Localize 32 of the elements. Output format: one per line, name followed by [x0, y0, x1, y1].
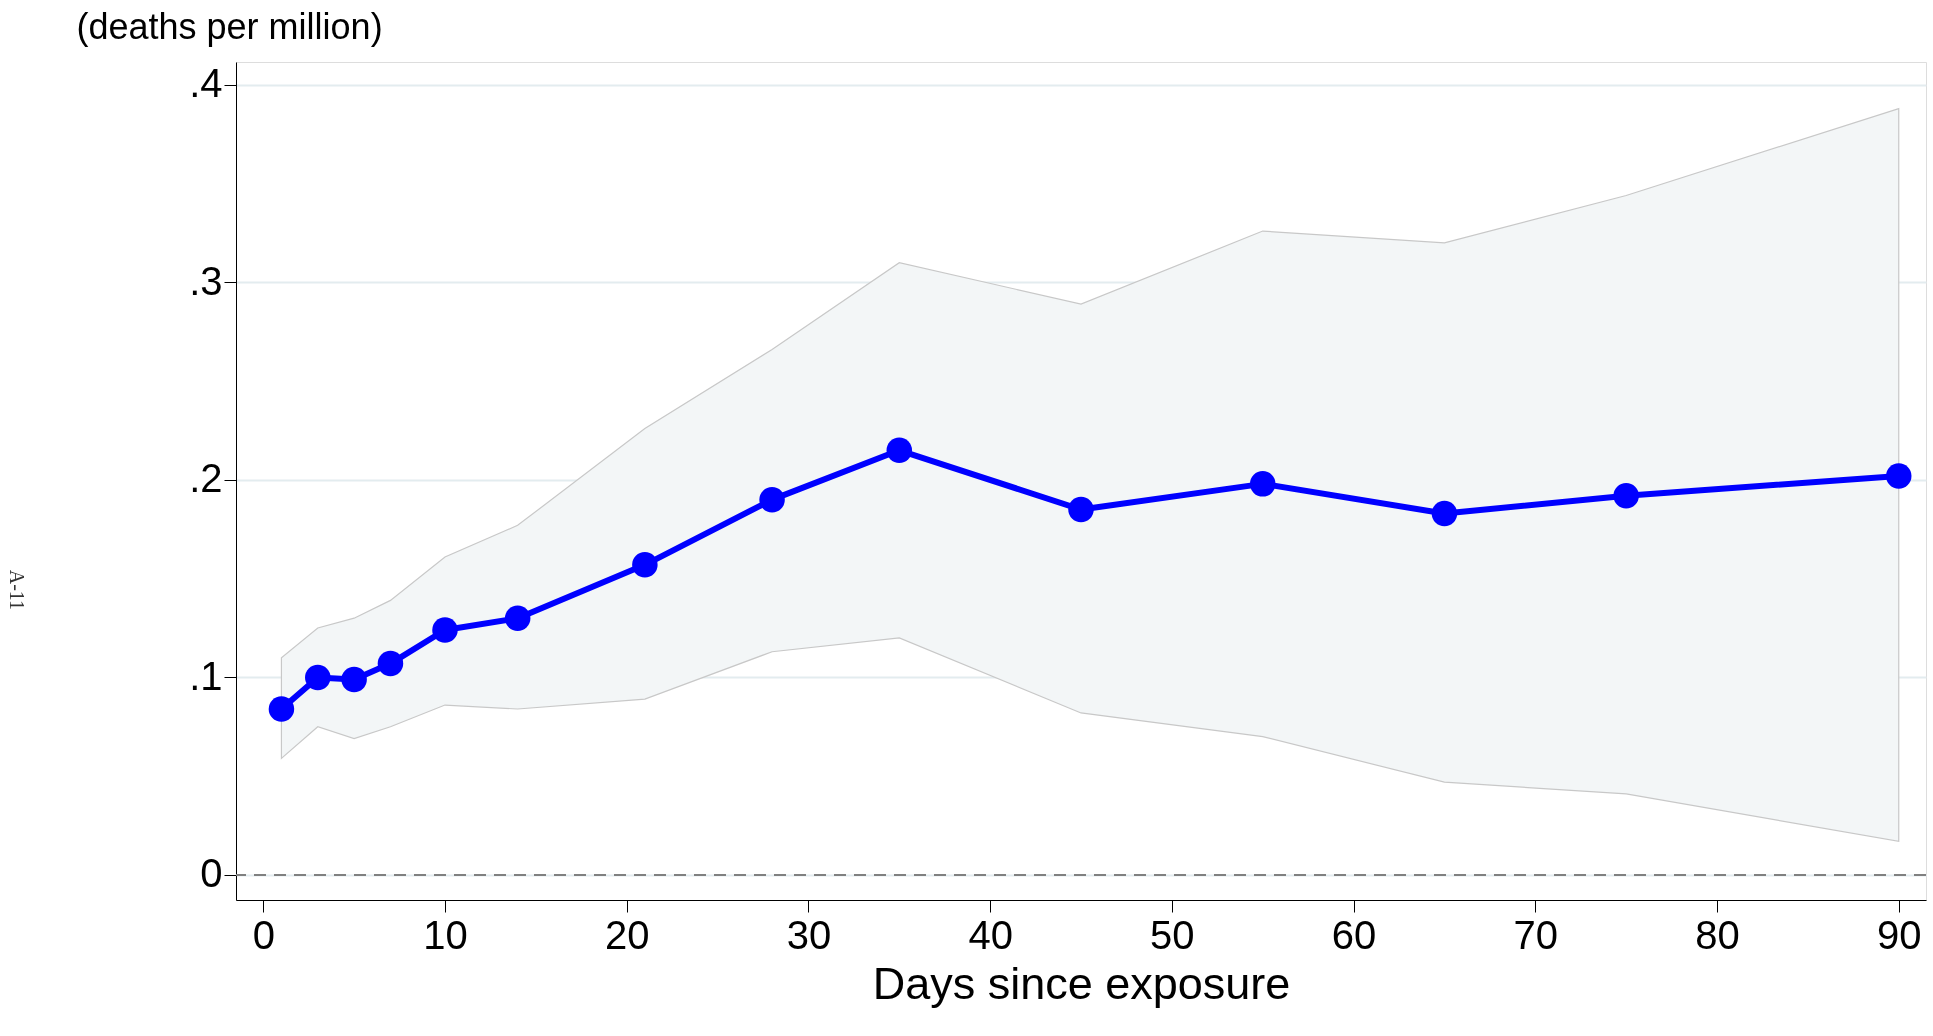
x-tick-label: 60	[1331, 912, 1377, 957]
x-tick-label: 40	[968, 912, 1013, 957]
point	[377, 650, 404, 677]
point	[1885, 463, 1912, 489]
x-tick-label: 70	[1513, 912, 1559, 957]
point	[268, 696, 295, 722]
x-tick-label: 80	[1695, 912, 1740, 957]
x-tick-label: 10	[423, 912, 468, 957]
y-tick-label: .2	[189, 456, 223, 501]
x-tick-label: 0	[252, 912, 275, 957]
x-tick-label: 90	[1876, 912, 1922, 957]
y-tick-label: .3	[189, 258, 223, 303]
point	[886, 437, 913, 464]
point	[341, 666, 367, 693]
x-axis-title: Days since exposure	[872, 957, 1291, 1009]
y-tick-label: .1	[189, 653, 223, 698]
point	[632, 552, 658, 578]
x-tick-label: 50	[1150, 912, 1195, 957]
point	[1068, 496, 1094, 523]
x-tick-label: 30	[786, 912, 832, 957]
point	[1249, 471, 1276, 497]
point	[1613, 482, 1639, 509]
y-tick-label: 0	[200, 851, 223, 896]
point	[432, 617, 458, 643]
point	[504, 605, 531, 631]
text: A-11	[6, 569, 28, 611]
y-axis-title: (deaths per million)	[76, 5, 383, 47]
point	[759, 486, 785, 513]
y-tick-label: .4	[189, 61, 223, 106]
point	[305, 664, 331, 691]
point	[1431, 500, 1458, 527]
x-tick-label: 20	[604, 912, 650, 957]
